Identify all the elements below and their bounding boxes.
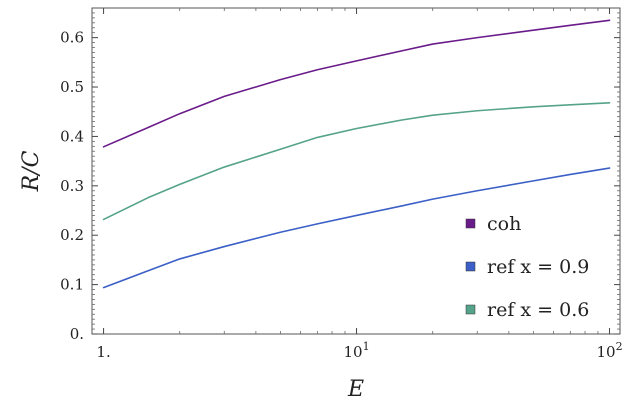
- legend-swatch: [465, 261, 476, 272]
- major-ticks: [92, 8, 620, 335]
- series-line-2: [102, 102, 611, 221]
- legend: coh ref x = 0.9 ref x = 0.6: [465, 213, 589, 321]
- y-tick-label: 0.: [70, 325, 84, 343]
- y-tick-label: 0.2: [60, 226, 84, 244]
- series-line-1: [102, 167, 611, 289]
- legend-label: coh: [487, 213, 521, 235]
- legend-label: ref x = 0.6: [487, 299, 589, 321]
- y-tick-label: 0.1: [60, 276, 84, 294]
- plot-frame: [91, 7, 621, 335]
- minor-ticks: [92, 8, 620, 334]
- y-tick-label: 0.3: [60, 177, 84, 195]
- legend-label: ref x = 0.9: [487, 256, 589, 278]
- legend-swatch: [465, 304, 476, 315]
- y-tick-label: 0.6: [60, 29, 84, 47]
- series-lines: [102, 19, 611, 289]
- y-tick-label: 0.5: [60, 78, 84, 96]
- x-tick-label: 101: [344, 340, 370, 361]
- tick-labels: 1. 101 102 0. 0.1 0.2 0.3 0.4 0.5 0.6: [60, 29, 622, 361]
- x-axis-label: E: [347, 377, 364, 402]
- x-tick-label: 1.: [96, 343, 110, 361]
- y-axis-label: R/C: [19, 150, 44, 192]
- y-tick-label: 0.4: [60, 127, 84, 145]
- x-tick-label: 102: [596, 340, 622, 361]
- legend-swatch: [465, 218, 476, 229]
- series-line-0: [102, 19, 611, 148]
